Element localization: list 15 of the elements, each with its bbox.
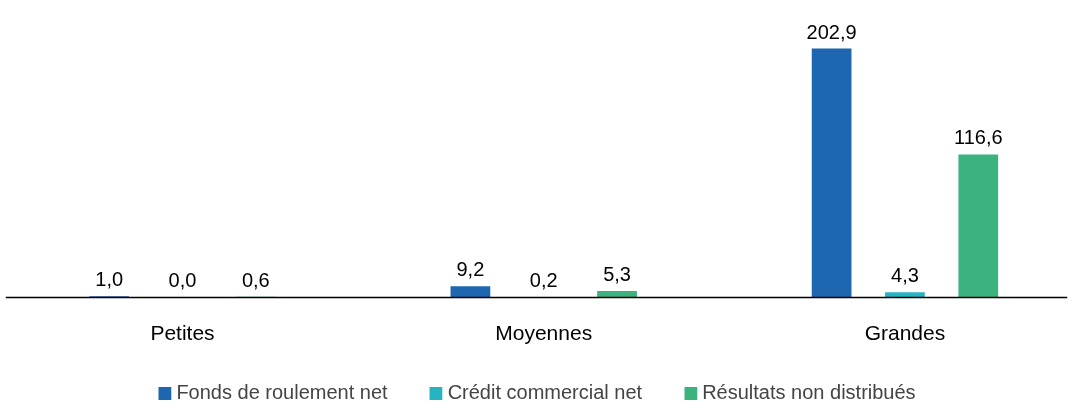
- data-label: 116,6: [954, 126, 1003, 149]
- x-tick-label: Moyennes: [495, 321, 593, 345]
- x-tick-label: Grandes: [864, 321, 946, 345]
- data-label: 5,3: [603, 262, 631, 285]
- data-label: 202,9: [806, 20, 857, 43]
- data-label: 0,6: [241, 268, 270, 291]
- legend-label: Résultats non distribués: [702, 381, 916, 404]
- x-tick-label: Petites: [150, 321, 215, 345]
- data-label: 4,3: [891, 264, 919, 287]
- legend-label: Fonds de roulement net: [176, 381, 388, 404]
- data-label: 0,0: [168, 269, 197, 292]
- data-label: 9,2: [456, 258, 485, 281]
- legend-label: Crédit commercial net: [447, 381, 643, 404]
- data-label: 0,2: [529, 269, 558, 292]
- data-label: 1,0: [95, 268, 124, 291]
